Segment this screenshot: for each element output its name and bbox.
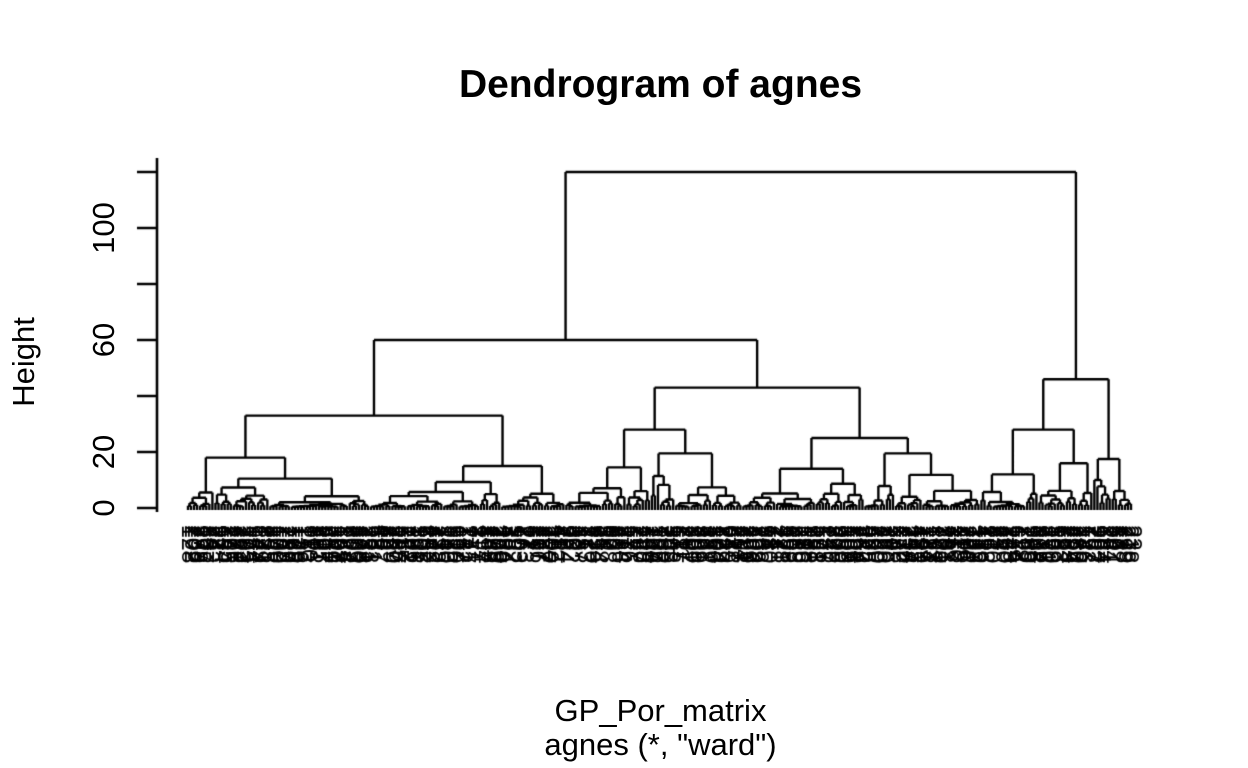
y-tick-label-60: 60 (86, 322, 121, 358)
y-axis-label: Height (6, 317, 41, 407)
y-tick-label-100: 100 (86, 202, 121, 254)
y-tick-label-0: 0 (86, 499, 121, 517)
x-axis-caption: GP_Por_matrix agnes (*, "ward") (186, 694, 1135, 762)
y-tick-label-20: 20 (86, 434, 121, 470)
chart-title: Dendrogram of agnes (458, 63, 863, 106)
x-axis-caption-line2: agnes (*, "ward") (544, 727, 777, 762)
x-axis-caption-line1: GP_Por_matrix (554, 693, 767, 728)
